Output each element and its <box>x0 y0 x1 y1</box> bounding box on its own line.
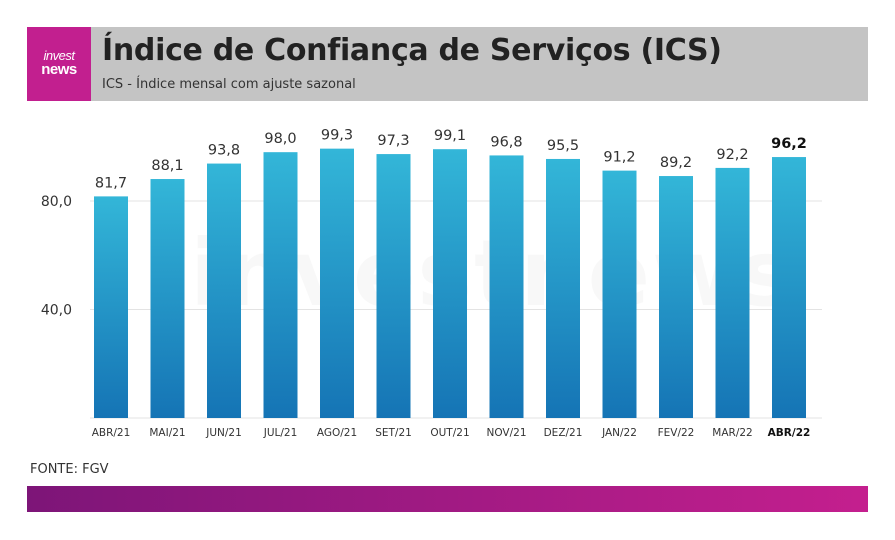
bar <box>150 179 185 418</box>
footer-bar <box>27 486 868 512</box>
logo-line2: news <box>41 61 77 78</box>
bar <box>715 167 750 418</box>
bar <box>207 163 241 418</box>
y-tick-label: 80,0 <box>41 194 72 210</box>
data-label: 88,1 <box>151 158 183 174</box>
header-bar: invest news Índice de Confiança de Servi… <box>27 27 868 101</box>
data-labels: 81,7 88,1 93,8 98,0 99,3 97,3 99,1 96,8 95,5 91,2… <box>95 128 807 192</box>
chart-subtitle: ICS - Índice mensal com ajuste sazonal <box>102 77 356 92</box>
bar <box>433 149 467 418</box>
x-tick-label: JAN/22 <box>601 427 637 439</box>
data-label: 97,3 <box>377 133 409 149</box>
x-tick-label: JUL/21 <box>263 427 298 439</box>
y-axis-labels: 40,0 80,0 <box>41 194 72 319</box>
data-label: 89,2 <box>660 155 692 171</box>
data-label: 81,7 <box>95 175 127 191</box>
chart-title: Índice de Confiança de Serviços (ICS) <box>102 33 722 68</box>
source-note: FONTE: FGV <box>30 462 109 477</box>
bars <box>94 148 806 419</box>
x-tick-label: ABR/22 <box>768 427 811 439</box>
x-tick-label: ABR/21 <box>92 427 131 439</box>
bar <box>376 154 411 419</box>
data-label: 99,3 <box>321 128 353 144</box>
investnews-logo: invest news <box>27 27 91 101</box>
x-tick-label: FEV/22 <box>658 427 695 439</box>
bar <box>489 155 524 418</box>
x-tick-label: DEZ/21 <box>544 427 583 439</box>
x-axis-labels: ABR/21 MAI/21 JUN/21 JUL/21 AGO/21 SET/21 OUT/… <box>92 427 811 439</box>
x-tick-label: MAR/22 <box>712 427 752 439</box>
data-label: 96,2 <box>771 136 807 152</box>
bar <box>263 152 298 419</box>
x-tick-label: MAI/21 <box>149 427 185 439</box>
x-tick-label: SET/21 <box>375 427 412 439</box>
data-label: 91,2 <box>603 150 635 166</box>
x-tick-label: JUN/21 <box>205 427 242 439</box>
x-tick-label: AGO/21 <box>317 427 357 439</box>
data-label: 96,8 <box>490 134 522 150</box>
data-label: 99,1 <box>434 128 466 144</box>
bar <box>94 196 128 418</box>
x-tick-label: NOV/21 <box>486 427 526 439</box>
y-tick-label: 40,0 <box>41 303 72 319</box>
data-label: 95,5 <box>547 138 579 154</box>
logo-line1: invest <box>43 48 75 63</box>
data-label: 98,0 <box>264 131 296 147</box>
bar <box>546 158 580 419</box>
x-tick-label: OUT/21 <box>430 427 469 439</box>
bar <box>772 157 806 418</box>
bar <box>320 148 354 418</box>
data-label: 92,2 <box>716 147 748 163</box>
data-label: 93,8 <box>208 143 240 159</box>
bar <box>659 176 693 418</box>
bar <box>602 170 637 418</box>
